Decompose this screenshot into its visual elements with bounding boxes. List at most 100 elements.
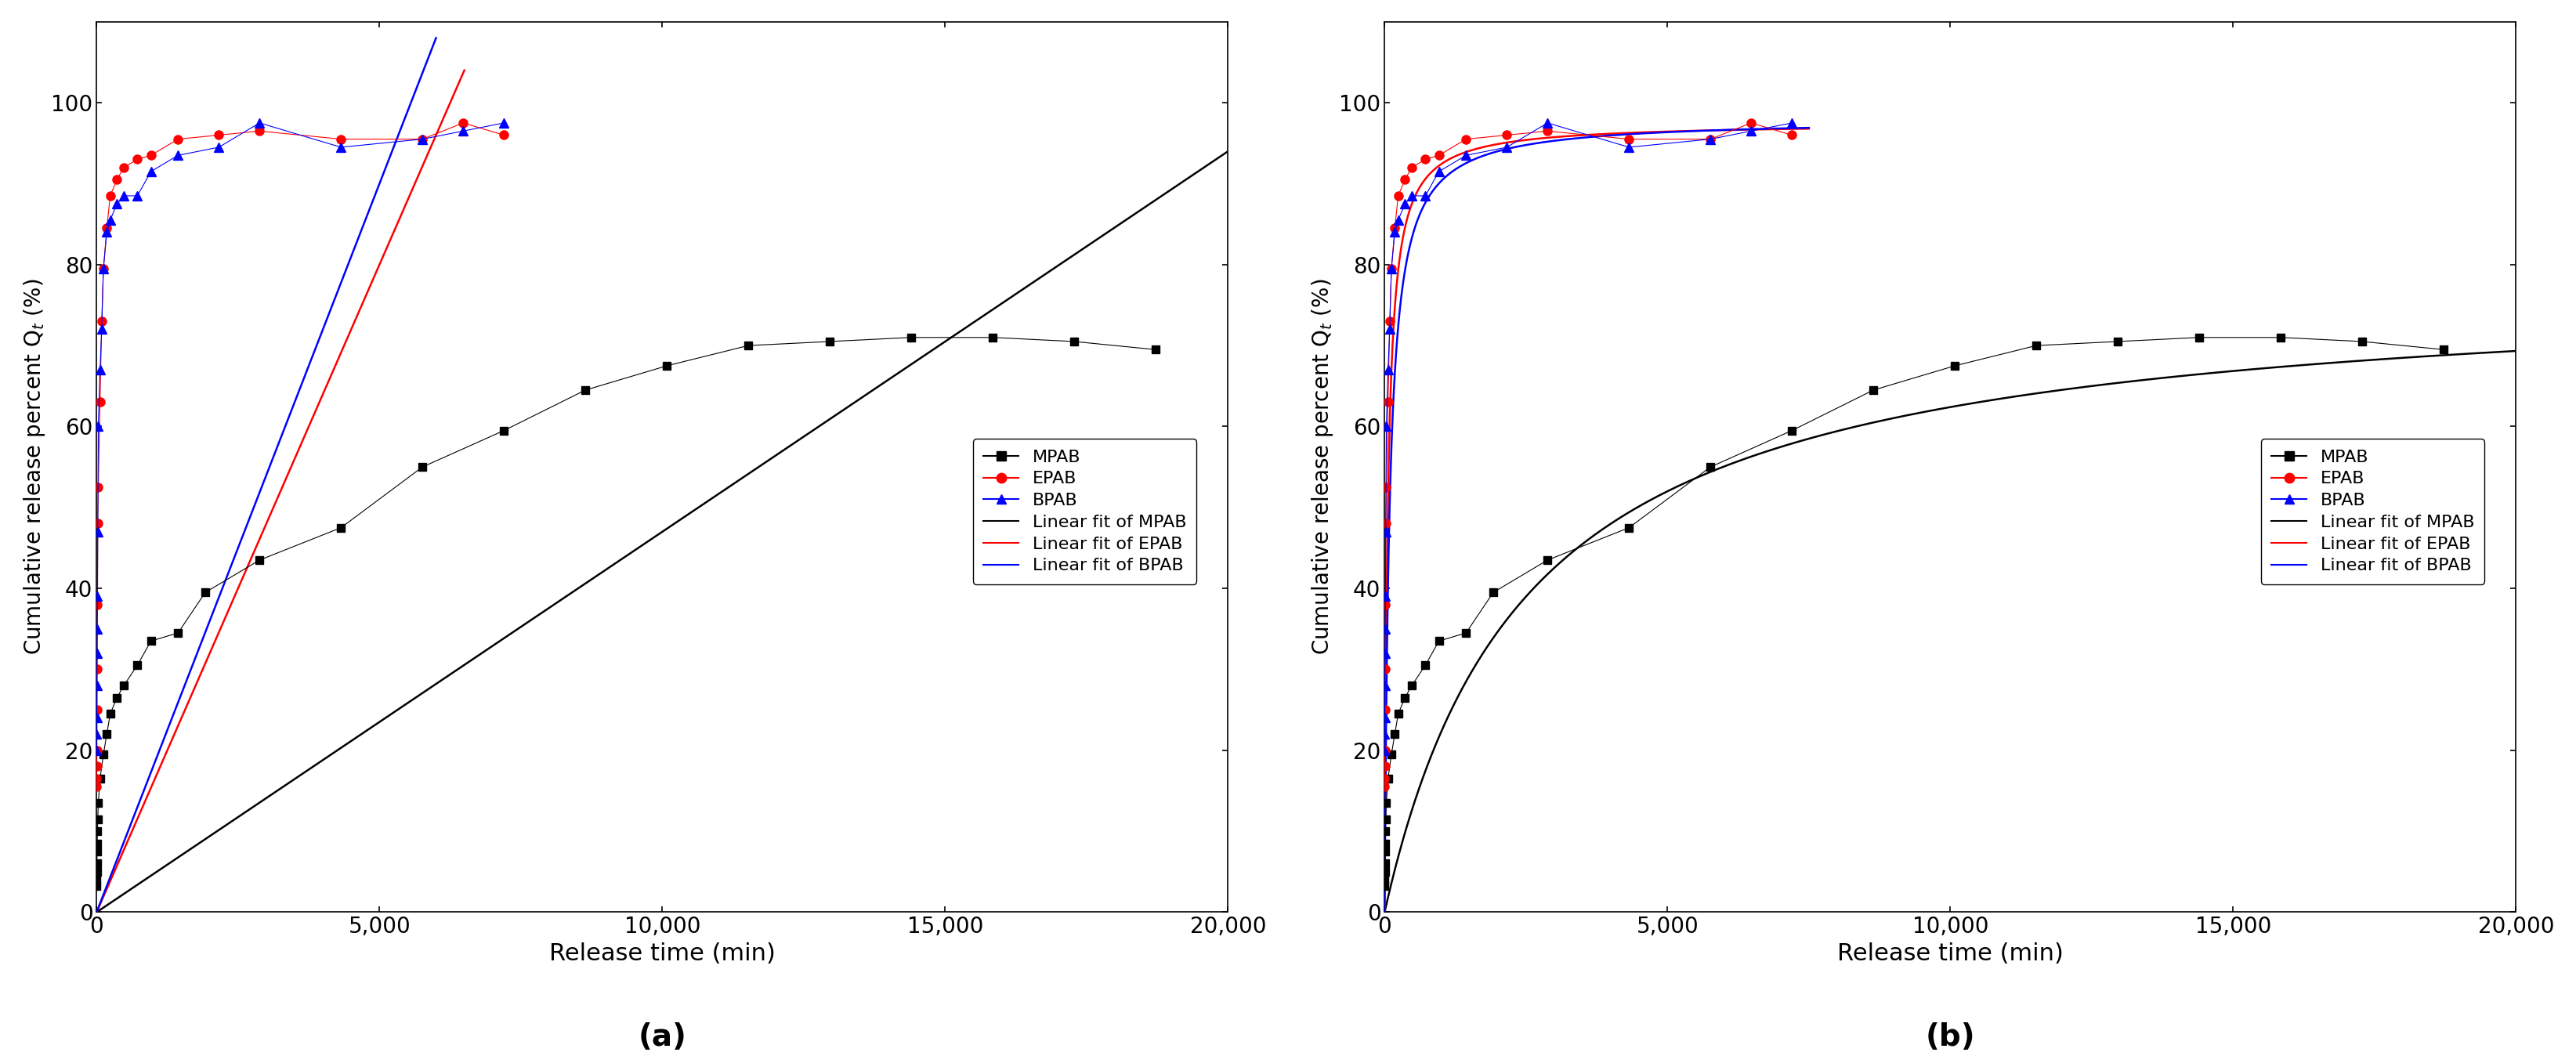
Y-axis label: Cumulative release percent Q$_{t}$ (%): Cumulative release percent Q$_{t}$ (%) <box>21 279 46 655</box>
BPAB <box>1613 141 1643 154</box>
BPAB <box>325 141 355 154</box>
EPAB <box>82 480 113 493</box>
MPAB <box>976 331 1007 343</box>
MPAB <box>814 335 845 348</box>
MPAB <box>1613 521 1643 534</box>
MPAB <box>1383 708 1414 721</box>
MPAB <box>191 586 222 598</box>
EPAB <box>82 780 113 793</box>
BPAB <box>1370 623 1401 636</box>
MPAB <box>1370 837 1401 849</box>
MPAB <box>1370 825 1401 838</box>
MPAB <box>1141 343 1172 356</box>
EPAB <box>90 222 121 235</box>
MPAB <box>82 796 113 809</box>
EPAB <box>1370 518 1401 530</box>
EPAB <box>1492 129 1522 141</box>
MPAB <box>245 554 276 567</box>
BPAB <box>82 711 113 724</box>
EPAB <box>137 149 167 162</box>
MPAB <box>85 772 116 784</box>
MPAB <box>1450 626 1481 639</box>
EPAB <box>162 133 193 146</box>
BPAB <box>82 590 113 603</box>
MPAB <box>1388 691 1419 704</box>
EPAB <box>82 744 113 757</box>
MPAB <box>82 857 113 870</box>
MPAB <box>1777 424 1808 437</box>
MPAB <box>1373 772 1404 784</box>
MPAB <box>2429 343 2460 356</box>
BPAB <box>204 141 234 154</box>
BPAB <box>82 623 113 636</box>
BPAB <box>1396 189 1427 202</box>
BPAB <box>1533 117 1564 130</box>
BPAB <box>1370 679 1401 692</box>
EPAB <box>1383 189 1414 202</box>
EPAB <box>1388 173 1419 186</box>
BPAB <box>489 117 520 130</box>
Line: MPAB: MPAB <box>1381 334 2447 890</box>
MPAB <box>1409 659 1440 672</box>
MPAB <box>1857 384 1888 396</box>
MPAB <box>407 460 438 473</box>
Legend: MPAB, EPAB, BPAB, Linear fit of MPAB, Linear fit of EPAB, Linear fit of BPAB: MPAB, EPAB, BPAB, Linear fit of MPAB, Li… <box>974 439 1198 585</box>
MPAB <box>1370 813 1401 826</box>
BPAB <box>1736 124 1767 137</box>
MPAB <box>82 845 113 858</box>
Text: (a): (a) <box>639 1023 688 1052</box>
EPAB <box>407 133 438 146</box>
BPAB <box>95 214 126 226</box>
EPAB <box>448 117 479 130</box>
BPAB <box>1777 117 1808 130</box>
MPAB <box>1370 845 1401 858</box>
MPAB <box>1370 874 1401 887</box>
EPAB <box>1370 744 1401 757</box>
EPAB <box>1396 162 1427 174</box>
MPAB <box>2264 331 2295 343</box>
EPAB <box>100 173 131 186</box>
X-axis label: Release time (min): Release time (min) <box>1837 942 2063 965</box>
BPAB <box>1409 189 1440 202</box>
BPAB <box>1450 149 1481 162</box>
MPAB <box>2020 339 2050 352</box>
MPAB <box>1425 635 1455 647</box>
EPAB <box>1370 772 1401 784</box>
EPAB <box>325 133 355 146</box>
EPAB <box>1370 663 1401 676</box>
MPAB <box>1370 865 1401 878</box>
BPAB <box>1383 214 1414 226</box>
BPAB <box>1370 420 1401 433</box>
BPAB <box>82 744 113 757</box>
EPAB <box>1370 760 1401 773</box>
EPAB <box>1409 153 1440 166</box>
BPAB <box>1370 525 1401 538</box>
BPAB <box>1425 165 1455 178</box>
Text: (b): (b) <box>1924 1023 1976 1052</box>
MPAB <box>82 825 113 838</box>
EPAB <box>95 189 126 202</box>
BPAB <box>1492 141 1522 154</box>
BPAB <box>82 646 113 659</box>
MPAB <box>95 708 126 721</box>
MPAB <box>108 679 139 692</box>
Legend: MPAB, EPAB, BPAB, Linear fit of MPAB, Linear fit of EPAB, Linear fit of BPAB: MPAB, EPAB, BPAB, Linear fit of MPAB, Li… <box>2262 439 2486 585</box>
MPAB <box>82 837 113 849</box>
EPAB <box>88 263 118 275</box>
EPAB <box>1613 133 1643 146</box>
BPAB <box>100 198 131 210</box>
BPAB <box>1376 263 1406 275</box>
MPAB <box>1378 728 1409 741</box>
EPAB <box>85 395 116 408</box>
EPAB <box>204 129 234 141</box>
EPAB <box>489 129 520 141</box>
MPAB <box>652 359 683 372</box>
BPAB <box>1370 590 1401 603</box>
BPAB <box>90 225 121 238</box>
Line: MPAB: MPAB <box>93 334 1159 890</box>
BPAB <box>1370 744 1401 757</box>
BPAB <box>85 323 116 336</box>
EPAB <box>82 760 113 773</box>
Line: EPAB: EPAB <box>93 119 507 791</box>
EPAB <box>1370 704 1401 716</box>
